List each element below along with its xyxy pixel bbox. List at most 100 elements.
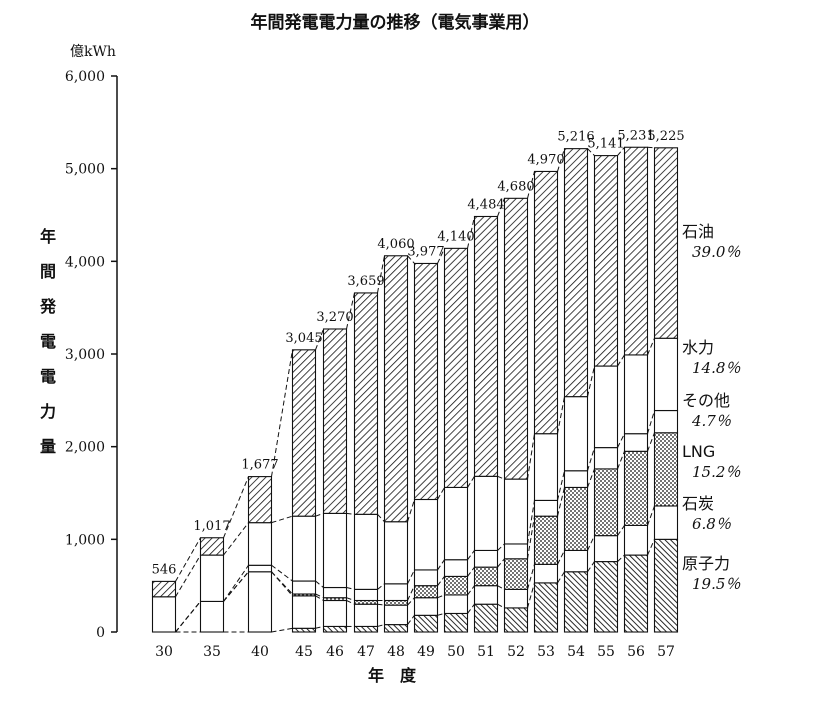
- connector-line: [271, 564, 293, 582]
- connector-line: [557, 550, 565, 565]
- y-tick-label: 5,000: [65, 162, 105, 178]
- y-unit-label: 億kWh: [70, 44, 116, 60]
- x-tick-label: 47: [357, 644, 375, 660]
- total-label: 4,140: [437, 229, 474, 244]
- connector-line: [497, 475, 505, 480]
- connector-line: [557, 571, 565, 584]
- y-axis-title-char: 力: [40, 402, 56, 421]
- bar-segment-1: [247, 571, 273, 633]
- bar-segment-3: [503, 543, 529, 560]
- bar-segment-4: [291, 515, 317, 582]
- connector-line: [497, 543, 505, 551]
- bar-segment-3: [473, 549, 499, 568]
- x-tick-label: 54: [567, 644, 585, 660]
- legend-series-name: 石炭: [682, 494, 714, 513]
- legend-series-share: 14.8％: [692, 359, 741, 377]
- connector-line: [497, 603, 505, 609]
- total-label: 5,225: [647, 129, 684, 144]
- bar-segment-2: [413, 585, 439, 599]
- legend-series-name: 石油: [682, 222, 714, 241]
- connector-line: [587, 148, 595, 156]
- bar-segment-4: [413, 498, 439, 571]
- x-axis-title: 年 度: [368, 666, 417, 685]
- bar-segment-4: [563, 396, 589, 472]
- y-tick-label: 3,000: [65, 347, 105, 363]
- bar-segment-4: [322, 512, 348, 589]
- bar-segment-5: [247, 476, 273, 524]
- connector-line: [527, 582, 535, 609]
- connector-line: [315, 625, 324, 629]
- bar-segment-3: [353, 588, 379, 602]
- x-tick-label: 30: [155, 644, 173, 660]
- bar-segment-4: [247, 522, 273, 566]
- connector-line: [587, 561, 595, 573]
- connector-lines: [175, 146, 655, 633]
- connector-line: [271, 571, 293, 597]
- bars: [151, 146, 679, 633]
- connector-line: [557, 148, 565, 172]
- total-label: 3,659: [347, 274, 384, 289]
- bar-segment-3: [413, 569, 439, 587]
- connector-line: [617, 433, 625, 448]
- connector-line: [617, 554, 625, 562]
- x-tick-label: 52: [507, 644, 525, 660]
- bar-segment-3: [322, 586, 348, 599]
- connector-line: [271, 515, 293, 524]
- connector-line: [467, 566, 475, 577]
- connector-line: [346, 600, 355, 605]
- y-tick-label: 6,000: [65, 69, 105, 85]
- bar-segment-1: [199, 600, 225, 633]
- bar-segment-2: [593, 468, 619, 537]
- bar-segment-5: [151, 580, 177, 598]
- x-tick-label: 57: [657, 644, 675, 660]
- x-tick-label: 45: [295, 644, 313, 660]
- y-tick-label: 4,000: [65, 254, 105, 270]
- connector-line: [437, 559, 445, 571]
- y-axis: 0 1,000 2,000 3,000 4,000 5,000 6,000: [65, 69, 118, 641]
- bar-segment-2: [563, 486, 589, 552]
- connector-line: [587, 535, 595, 551]
- y-axis-title-char: 発: [39, 297, 57, 316]
- connector-line: [437, 248, 445, 264]
- connector-line: [497, 198, 505, 217]
- connector-line: [557, 396, 565, 434]
- connector-line: [377, 603, 385, 606]
- legend-series-name: LNG: [682, 442, 715, 461]
- bar-segment-3: [383, 583, 409, 602]
- bar-segment-3: [593, 447, 619, 470]
- bar-segment-0: [653, 538, 679, 633]
- connector-line: [407, 615, 415, 625]
- bar-segment-2: [533, 515, 559, 565]
- total-label: 3,270: [316, 310, 353, 325]
- y-tick-label: 1,000: [65, 532, 105, 548]
- connector-line: [617, 525, 625, 536]
- bar-segment-2: [443, 575, 469, 596]
- bar-segment-4: [443, 486, 469, 561]
- total-label: 1,017: [193, 519, 230, 534]
- bar-segment-2: [353, 599, 379, 605]
- connector-line: [377, 624, 385, 627]
- bar-segment-5: [383, 255, 409, 523]
- y-axis-title: 年間発電電力量: [39, 227, 57, 456]
- legend-series-share: 39.0％: [692, 243, 741, 261]
- bar-segment-5: [533, 170, 559, 435]
- bar-segment-0: [503, 607, 529, 633]
- total-label: 5,141: [587, 137, 624, 152]
- connector-line: [271, 571, 293, 595]
- bar-segment-4: [151, 596, 177, 633]
- bar-segment-1: [383, 604, 409, 626]
- bar-segment-0: [413, 614, 439, 633]
- x-tick-label: 55: [597, 644, 615, 660]
- connector-line: [175, 537, 201, 582]
- connector-line: [467, 216, 475, 249]
- bar-segment-3: [653, 409, 679, 434]
- y-axis-title-char: 電: [40, 332, 56, 351]
- bar-segment-5: [653, 147, 679, 339]
- legend-series-share: 6.8％: [692, 515, 732, 533]
- connector-line: [346, 597, 355, 601]
- connector-line: [647, 146, 655, 149]
- connector-line: [175, 554, 201, 598]
- connector-line: [557, 470, 565, 501]
- bar-segment-0: [623, 554, 649, 633]
